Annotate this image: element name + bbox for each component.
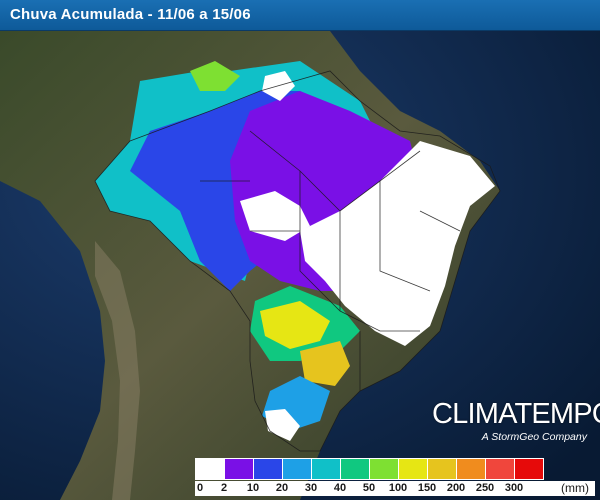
legend-swatch <box>514 458 544 480</box>
title-bar: Chuva Acumulada - 11/06 a 15/06 <box>0 0 600 31</box>
legend-tick: 20 <box>275 482 289 494</box>
legend-tick: 0 <box>196 482 204 494</box>
state-borders <box>94 70 501 452</box>
dry-zone-west-white <box>240 191 310 241</box>
legend-tick: 10 <box>246 482 260 494</box>
legend-swatch <box>485 458 515 480</box>
legend-tick: 30 <box>304 482 318 494</box>
brand-tagline: A StormGeo Company <box>481 431 587 443</box>
legend-tick: 40 <box>333 482 347 494</box>
andes-ridge <box>95 241 140 500</box>
legend-unit: (mm) <box>561 481 589 495</box>
south-tip-white <box>265 409 300 441</box>
legend-swatch <box>398 458 428 480</box>
dry-zone-white <box>300 141 495 346</box>
south-orange <box>300 341 350 386</box>
map-title: Chuva Acumulada - 11/06 a 15/06 <box>10 6 251 23</box>
legend-swatches <box>195 458 544 480</box>
southern-yellow <box>260 301 330 349</box>
legend-swatch <box>456 458 486 480</box>
legend-tick: 150 <box>417 482 437 494</box>
brand-name: CLIMATEMPO <box>432 398 600 430</box>
legend-swatch <box>427 458 457 480</box>
legend-tick: 100 <box>388 482 408 494</box>
legend-swatch <box>253 458 283 480</box>
legend-tick: 2 <box>220 482 228 494</box>
legend-swatch <box>369 458 399 480</box>
legend-swatch <box>224 458 254 480</box>
rainfall-map <box>0 31 600 500</box>
rainfall-legend: (mm) 0 2 10 20 30 40 50 100 150 200 250 300 <box>195 458 595 496</box>
legend-tick: 250 <box>475 482 495 494</box>
climatempo-logo: CLIMATEMPO A StormGeo Company <box>432 398 600 443</box>
legend-swatch <box>340 458 370 480</box>
legend-labels: (mm) 0 2 10 20 30 40 50 100 150 200 250 300 <box>195 481 595 496</box>
legend-swatch <box>311 458 341 480</box>
legend-tick: 300 <box>504 482 524 494</box>
legend-swatch <box>282 458 312 480</box>
legend-tick: 200 <box>446 482 466 494</box>
legend-tick: 50 <box>362 482 376 494</box>
rain-band-green <box>190 61 240 91</box>
legend-swatch <box>195 458 225 480</box>
